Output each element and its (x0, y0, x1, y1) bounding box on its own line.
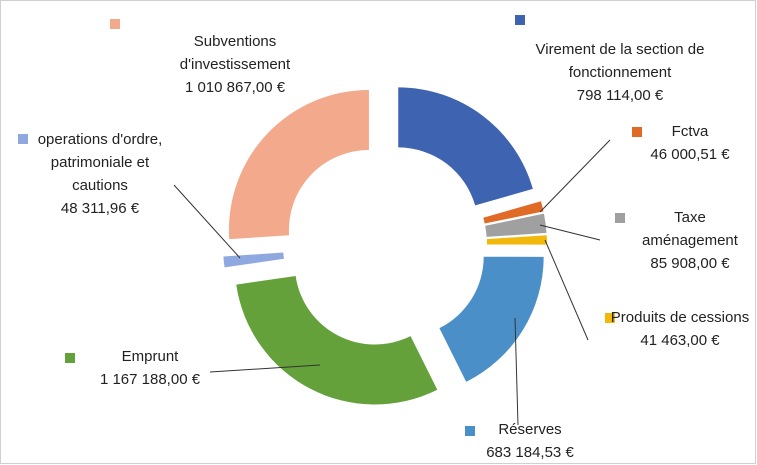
data-label: Virement de la section de fonctionnement… (515, 38, 725, 107)
data-label: Produits de cessions 41 463,00 € (610, 306, 750, 352)
category-label: operations d'ordre, patrimoniale et caut… (37, 131, 163, 194)
category-label: Subventions d'investissement (179, 33, 291, 73)
legend-swatch (18, 134, 28, 144)
leader-line (544, 239, 589, 341)
value-label: 46 000,51 € (650, 146, 730, 163)
donut-slice (439, 256, 544, 382)
value-label: 48 311,96 € (60, 200, 140, 217)
category-label: Emprunt (121, 348, 179, 365)
legend-swatch (515, 15, 525, 25)
category-label: Fctva (671, 123, 709, 140)
value-label: 683 184,53 € (486, 444, 574, 461)
donut-slice (485, 213, 547, 237)
data-label: Taxe aménagement 85 908,00 € (630, 206, 750, 275)
donut-slice (228, 89, 369, 240)
donut-slice (236, 275, 438, 405)
category-label: Réserves (498, 421, 562, 438)
legend-swatch (110, 19, 120, 29)
value-label: 1 010 867,00 € (184, 79, 286, 96)
donut-slice (223, 252, 284, 268)
legend-swatch (465, 426, 475, 436)
donut-slice (486, 235, 547, 245)
donut-slice (398, 87, 533, 206)
data-label: Emprunt 1 167 188,00 € (75, 345, 225, 391)
data-label: Réserves 683 184,53 € (460, 418, 600, 464)
data-label: operations d'ordre, patrimoniale et caut… (30, 128, 170, 220)
value-label: 798 114,00 € (576, 87, 664, 104)
category-label: Produits de cessions (610, 309, 750, 326)
data-label: Subventions d'investissement 1 010 867,00… (150, 30, 320, 99)
data-label: Fctva 46 000,51 € (630, 120, 750, 166)
legend-swatch (605, 313, 615, 323)
leader-line (539, 139, 611, 213)
legend-swatch (615, 213, 625, 223)
category-label: Virement de la section de fonctionnement (535, 41, 705, 81)
value-label: 85 908,00 € (650, 255, 730, 272)
leader-line (539, 224, 601, 241)
category-label: Taxe aménagement (642, 209, 738, 249)
legend-swatch (65, 353, 75, 363)
value-label: 1 167 188,00 € (99, 371, 201, 388)
leader-line (514, 317, 519, 426)
legend-swatch (632, 127, 642, 137)
donut-slice (483, 201, 544, 224)
leader-line (173, 184, 241, 259)
leader-line (209, 364, 321, 373)
value-label: 41 463,00 € (640, 332, 720, 349)
